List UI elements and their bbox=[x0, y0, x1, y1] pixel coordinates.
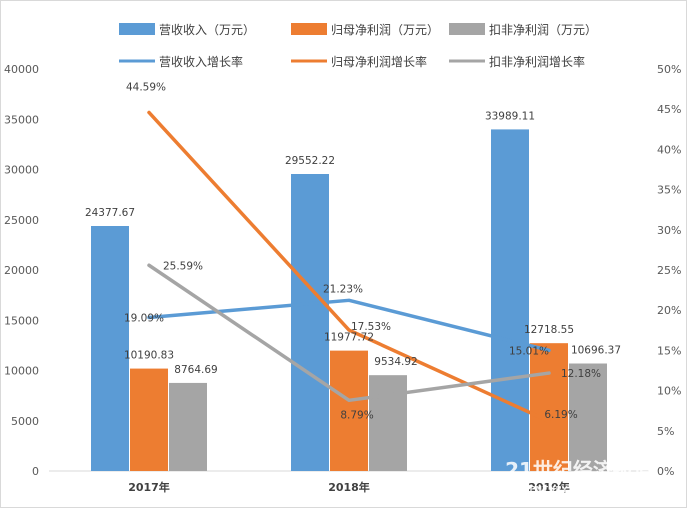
bar bbox=[330, 350, 368, 471]
left-axis-tick: 15000 bbox=[4, 314, 39, 327]
series-line bbox=[147, 110, 551, 423]
line-data-label: 25.59% bbox=[163, 260, 203, 272]
bar-data-label: 24377.67 bbox=[85, 207, 135, 219]
bar bbox=[369, 375, 407, 471]
legend-label: 扣非净利润增长率 bbox=[489, 54, 585, 69]
line-data-label: 15.01% bbox=[509, 345, 549, 357]
category-label: 2017年 bbox=[128, 480, 170, 494]
category-label: 2019年 bbox=[528, 480, 570, 494]
bar-data-label: 33989.11 bbox=[485, 110, 535, 122]
bar bbox=[91, 226, 129, 471]
right-axis-tick: 45% bbox=[657, 103, 681, 116]
line-data-label: 6.19% bbox=[544, 409, 577, 421]
line-data-label: 8.79% bbox=[340, 409, 373, 421]
legend-swatch bbox=[291, 23, 327, 35]
bar-data-label: 10190.83 bbox=[124, 350, 174, 362]
watermark-logo: 21世纪经济报道 bbox=[505, 458, 653, 482]
line-data-label: 21.23% bbox=[323, 283, 363, 295]
line-data-label: 12.18% bbox=[561, 368, 601, 380]
bar-data-label: 12718.55 bbox=[524, 324, 574, 336]
bar-data-label: 11977.72 bbox=[324, 332, 374, 344]
legend-label: 归母净利润（万元） bbox=[331, 23, 439, 37]
left-axis-tick: 35000 bbox=[4, 113, 39, 126]
legend-swatch bbox=[119, 23, 155, 35]
bar bbox=[569, 363, 607, 471]
left-axis-tick: 0 bbox=[32, 465, 39, 478]
right-axis-tick: 5% bbox=[657, 425, 674, 438]
left-axis-tick: 10000 bbox=[4, 365, 39, 378]
bar bbox=[169, 382, 207, 471]
right-axis-tick: 50% bbox=[657, 63, 681, 76]
bar-data-label: 9534.92 bbox=[374, 356, 417, 368]
bar bbox=[530, 343, 568, 471]
right-axis-tick: 20% bbox=[657, 304, 681, 317]
series-line bbox=[147, 263, 551, 403]
left-axis-tick: 20000 bbox=[4, 264, 39, 277]
bar bbox=[491, 129, 529, 472]
left-axis-tick: 40000 bbox=[4, 63, 39, 76]
category-label: 2018年 bbox=[328, 480, 370, 494]
right-axis-tick: 30% bbox=[657, 224, 681, 237]
line-data-label: 17.53% bbox=[351, 321, 391, 333]
legend-label: 营收收入增长率 bbox=[159, 54, 243, 69]
right-axis-tick: 10% bbox=[657, 385, 681, 398]
bar-data-label: 10696.37 bbox=[571, 345, 621, 357]
legend-swatch bbox=[449, 23, 485, 35]
legend-label: 营收收入（万元） bbox=[159, 23, 255, 37]
right-axis-tick: 35% bbox=[657, 184, 681, 197]
bar-data-label: 29552.22 bbox=[285, 155, 335, 167]
legend-label: 扣非净利润（万元） bbox=[489, 23, 597, 37]
right-axis-tick: 25% bbox=[657, 264, 681, 277]
bar bbox=[291, 174, 329, 471]
bar bbox=[130, 368, 168, 471]
bar-data-label: 8764.69 bbox=[174, 364, 217, 376]
right-axis-tick: 15% bbox=[657, 344, 681, 357]
left-axis-tick: 30000 bbox=[4, 164, 39, 177]
line-data-label: 19.09% bbox=[124, 313, 164, 325]
watermark-subtitle: 21ST CENTURY BUSINESS HERALD bbox=[495, 485, 662, 494]
right-axis-tick: 0% bbox=[657, 465, 674, 478]
legend-label: 归母净利润增长率 bbox=[331, 54, 427, 69]
line-data-label: 44.59% bbox=[126, 81, 166, 93]
right-axis-tick: 40% bbox=[657, 143, 681, 156]
left-axis-tick: 5000 bbox=[11, 415, 39, 428]
left-axis-tick: 25000 bbox=[4, 214, 39, 227]
